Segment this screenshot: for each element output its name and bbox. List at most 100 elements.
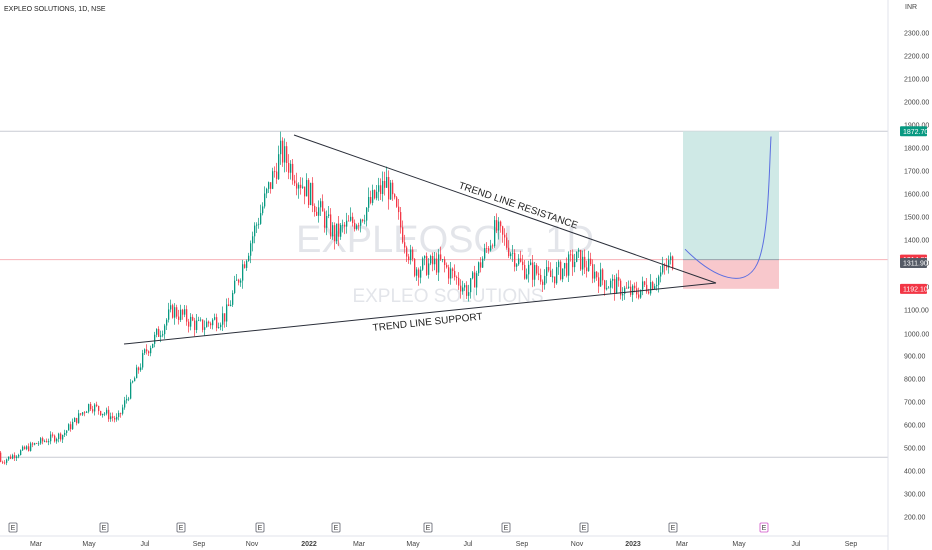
- candle: [432, 252, 434, 272]
- candle: [484, 243, 486, 261]
- candle: [390, 179, 392, 200]
- candle: [430, 254, 432, 266]
- long-position-tool[interactable]: [683, 131, 779, 289]
- candle: [350, 207, 352, 222]
- trend-line-support[interactable]: [123, 282, 717, 345]
- candle: [8, 456, 10, 461]
- candle: [298, 182, 300, 199]
- candle: [600, 262, 602, 287]
- candle: [128, 396, 130, 402]
- candle: [400, 207, 402, 234]
- time-tick-label: Nov: [246, 541, 259, 548]
- candle: [148, 350, 150, 357]
- candle: [252, 231, 254, 252]
- watermark-symbol: EXPLEOSOL, 1D: [296, 219, 594, 261]
- price-tick-label: 1800.00: [904, 146, 929, 153]
- candle: [308, 178, 310, 209]
- candle: [46, 438, 48, 443]
- candle: [562, 268, 564, 283]
- candle: [62, 434, 64, 444]
- price-tag: 1311.90: [900, 258, 928, 268]
- candle: [620, 278, 622, 300]
- time-scale[interactable]: Mar May Jul Sep Nov 2022 Mar May Jul Sep Nov 2023 Ma…: [30, 541, 857, 548]
- candle: [104, 411, 106, 417]
- candle: [548, 260, 550, 273]
- candle: [64, 429, 66, 438]
- candle: [124, 396, 126, 410]
- earnings-event-marker[interactable]: E: [668, 522, 678, 533]
- candle: [598, 272, 600, 293]
- candle: [410, 244, 412, 265]
- svg-text:E: E: [504, 525, 509, 532]
- candle: [392, 179, 394, 201]
- candle: [84, 411, 86, 417]
- candle: [284, 138, 286, 173]
- candle: [496, 213, 498, 234]
- candle: [470, 278, 472, 299]
- candle: [236, 273, 238, 281]
- candle: [170, 299, 172, 313]
- candle: [592, 259, 594, 284]
- earnings-event-marker[interactable]: E: [255, 522, 265, 533]
- candle: [134, 376, 136, 382]
- candle: [120, 412, 122, 418]
- candle: [344, 222, 346, 235]
- candle: [314, 203, 316, 217]
- candle: [460, 279, 462, 299]
- projection-curve[interactable]: [684, 136, 772, 279]
- candle: [302, 177, 304, 189]
- candle: [534, 261, 536, 287]
- candle: [476, 270, 478, 296]
- candle: [554, 276, 556, 289]
- earnings-event-marker[interactable]: E: [99, 522, 109, 533]
- candle: [614, 274, 616, 301]
- svg-text:E: E: [334, 525, 339, 532]
- target-zone[interactable]: [683, 131, 779, 260]
- candle: [80, 413, 82, 416]
- candle: [658, 274, 660, 293]
- candle: [612, 274, 614, 289]
- candle: [408, 253, 410, 264]
- candle: [242, 259, 244, 289]
- svg-text:E: E: [179, 525, 184, 532]
- candle: [174, 303, 176, 325]
- candle: [644, 280, 646, 288]
- price-tag: 1872.70: [900, 126, 928, 137]
- candle: [604, 279, 606, 296]
- earnings-event-marker[interactable]: E: [176, 522, 186, 533]
- candle: [540, 268, 542, 285]
- candle: [116, 413, 118, 422]
- earnings-event-marker[interactable]: E: [759, 522, 769, 533]
- candle: [144, 348, 146, 356]
- price-tag: 1192.10: [900, 283, 928, 294]
- earnings-event-marker[interactable]: E: [579, 522, 589, 533]
- earnings-event-marker[interactable]: E: [423, 522, 433, 533]
- price-tick-label: 1400.00: [904, 238, 929, 245]
- earnings-event-marker[interactable]: E: [8, 522, 18, 533]
- price-tick-label: 1900.00: [904, 123, 929, 130]
- candle: [486, 242, 488, 254]
- price-scale[interactable]: 2300.00 2200.00 2100.00 2000.00 1900.00 1800.…: [904, 31, 929, 522]
- earnings-event-marker[interactable]: E: [331, 522, 341, 533]
- candle: [184, 305, 186, 318]
- candle: [364, 214, 366, 225]
- price-tag-label: 1311.90: [903, 261, 928, 268]
- candle: [114, 415, 116, 423]
- trend-lines[interactable]: [123, 134, 717, 345]
- candle: [248, 252, 250, 262]
- candle: [194, 317, 196, 337]
- candle: [106, 407, 108, 416]
- stop-zone[interactable]: [683, 259, 779, 289]
- candle: [594, 264, 596, 283]
- trend-line-resistance[interactable]: [293, 134, 717, 284]
- candle: [94, 403, 96, 416]
- candle: [26, 445, 28, 451]
- earnings-event-marker[interactable]: E: [501, 522, 511, 533]
- candle: [650, 274, 652, 296]
- price-tick-label: 400.00: [904, 469, 926, 476]
- candle: [380, 178, 382, 200]
- svg-text:E: E: [671, 525, 676, 532]
